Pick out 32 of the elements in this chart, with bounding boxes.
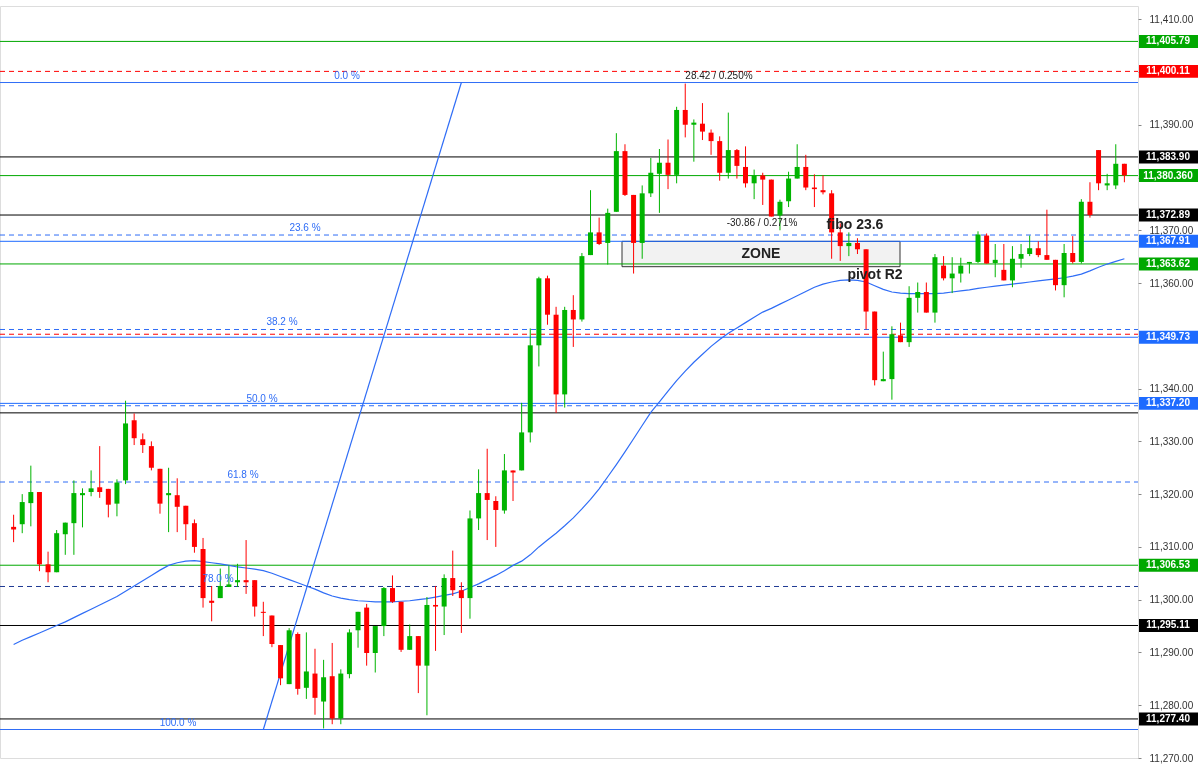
annotation: 0.0 % [334,69,360,81]
ref-line-label: 11,367.91 [1146,235,1191,247]
y-tick-label: 11,410.00 [1149,13,1194,25]
ref-line-label: 11,306.53 [1146,559,1191,571]
y-tick-label: 11,390.00 [1149,119,1194,131]
y-tick-label: 11,340.00 [1149,383,1194,395]
y-tick-label: 11,310.00 [1149,541,1194,553]
annotation: 61.8 % [227,469,259,480]
annotation: 100.0 % [159,716,197,728]
ref-line-label: 11,337.20 [1146,397,1191,409]
y-tick-label: 11,290.00 [1149,646,1194,658]
annotation: 38.2 % [266,316,298,328]
y-tick-label: 11,270.00 [1149,752,1194,764]
ref-line-label: 11,400.11 [1146,65,1191,77]
ref-line-label: 11,380.360 [1143,169,1194,181]
y-tick-label: 11,370.00 [1149,224,1194,236]
ref-line-label: 11,405.79 [1146,35,1191,47]
y-tick-label: 11,280.00 [1149,699,1194,711]
annotation: 50.0 % [246,392,278,404]
ref-line-label: 11,383.90 [1146,150,1191,162]
ref-line-label: 11,295.11 [1146,619,1191,631]
annotation: 28.42 / 0.250% [685,69,753,81]
y-tick-label: 11,300.00 [1149,594,1194,606]
y-tick-label: 11,320.00 [1149,488,1194,500]
y-tick-label: 11,330.00 [1149,435,1194,447]
ref-line-label: 11,349.73 [1146,331,1191,343]
ref-line-label: 11,277.40 [1146,712,1191,724]
y-tick-label: 11,360.00 [1149,277,1194,289]
band-label: ZONE [741,245,781,262]
annotation: 23.6 % [289,222,321,234]
ref-line-label: 11,363.62 [1146,257,1191,269]
ref-line-label: 11,372.89 [1146,209,1191,221]
